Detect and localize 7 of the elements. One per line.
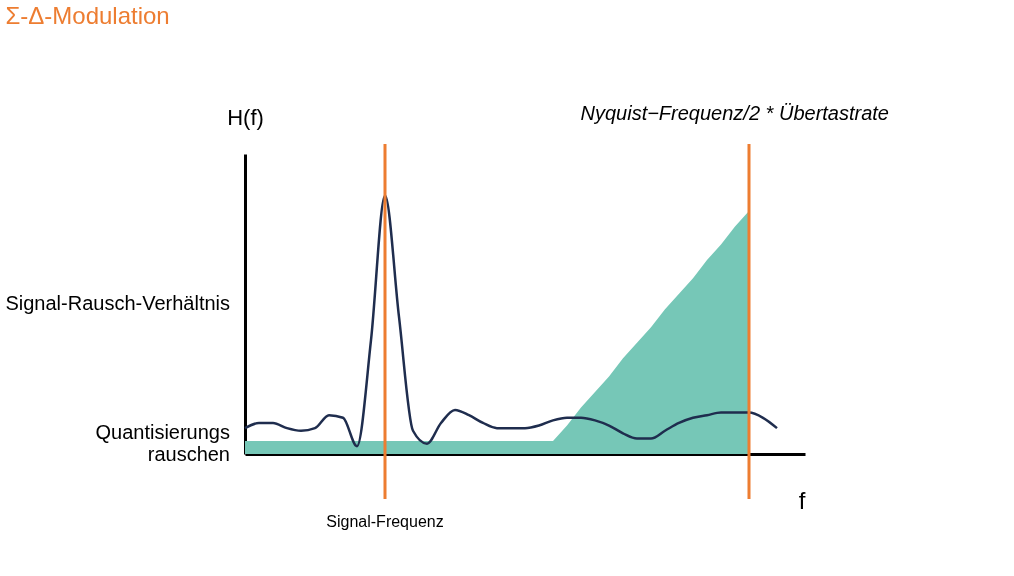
text: Signal-Rausch-Verhältnis (5, 292, 230, 314)
chart-title: Σ-Δ-Modulation (5, 2, 170, 29)
text: Signal-Frequenz (326, 513, 444, 530)
x-axis-title: f (798, 486, 806, 514)
text: Quantisierungs rauschen (95, 421, 230, 465)
text: Nyquist−Frequenz/2 * Übertastrate (580, 102, 889, 124)
y-axis-title: H(f) (227, 104, 264, 130)
